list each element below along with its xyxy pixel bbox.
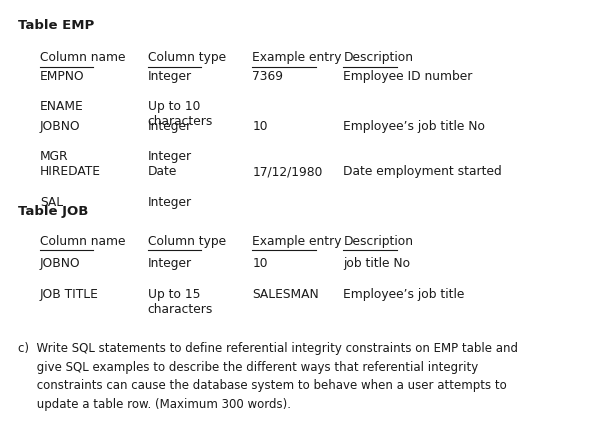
Text: Example entry: Example entry (252, 235, 342, 248)
Text: Up to 15
characters: Up to 15 characters (147, 288, 213, 316)
Text: c)  Write SQL statements to define referential integrity constraints on EMP tabl: c) Write SQL statements to define refere… (18, 342, 518, 411)
Text: EMPNO: EMPNO (40, 70, 85, 83)
Text: JOBNO: JOBNO (40, 257, 81, 270)
Text: 10: 10 (252, 257, 268, 270)
Text: Date: Date (147, 165, 177, 178)
Text: SAL: SAL (40, 196, 63, 209)
Text: Example entry: Example entry (252, 51, 342, 64)
Text: 10: 10 (252, 120, 268, 133)
Text: Employee’s job title No: Employee’s job title No (344, 120, 485, 133)
Text: Date employment started: Date employment started (344, 165, 502, 178)
Text: Column type: Column type (147, 235, 226, 248)
Text: Integer: Integer (147, 70, 191, 83)
Text: MGR: MGR (40, 150, 69, 163)
Text: Employee ID number: Employee ID number (344, 70, 473, 83)
Text: Description: Description (344, 235, 414, 248)
Text: ENAME: ENAME (40, 101, 84, 114)
Text: JOBNO: JOBNO (40, 120, 81, 133)
Text: Column name: Column name (40, 235, 125, 248)
Text: Description: Description (344, 51, 414, 64)
Text: Up to 10
characters: Up to 10 characters (147, 101, 213, 129)
Text: Table EMP: Table EMP (18, 19, 94, 32)
Text: Integer: Integer (147, 150, 191, 163)
Text: Integer: Integer (147, 257, 191, 270)
Text: Column name: Column name (40, 51, 125, 64)
Text: Column type: Column type (147, 51, 226, 64)
Text: job title No: job title No (344, 257, 411, 270)
Text: Integer: Integer (147, 196, 191, 209)
Text: Table JOB: Table JOB (18, 205, 88, 218)
Text: 7369: 7369 (252, 70, 284, 83)
Text: 17/12/1980: 17/12/1980 (252, 165, 323, 178)
Text: JOB TITLE: JOB TITLE (40, 288, 99, 301)
Text: Employee’s job title: Employee’s job title (344, 288, 465, 301)
Text: Integer: Integer (147, 120, 191, 133)
Text: HIREDATE: HIREDATE (40, 165, 101, 178)
Text: SALESMAN: SALESMAN (252, 288, 319, 301)
